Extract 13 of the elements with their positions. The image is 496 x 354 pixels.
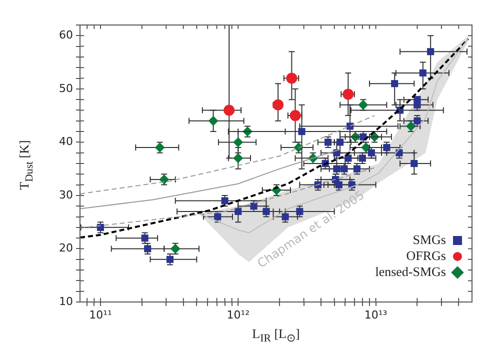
y-tick-label: 10 — [59, 294, 73, 308]
y-tick-label: 20 — [59, 242, 73, 255]
legend-label: lensed-SMGs — [375, 264, 446, 280]
y-tick-label: 40 — [59, 135, 73, 148]
legend-label: OFRGs — [406, 248, 446, 264]
y-tick-label: 60 — [59, 28, 73, 42]
x-axis-title: L$_{IR}$ [L$_{⊙}$] — [251, 326, 301, 345]
legend-label: SMGs — [412, 232, 446, 248]
x-tick-label: 10¹¹ — [89, 308, 112, 322]
x-tick-label: 10¹³ — [364, 308, 388, 322]
y-tick-label: 30 — [59, 188, 73, 202]
y-tick-label: 50 — [59, 82, 73, 95]
x-tick-label: 10¹² — [226, 308, 250, 322]
